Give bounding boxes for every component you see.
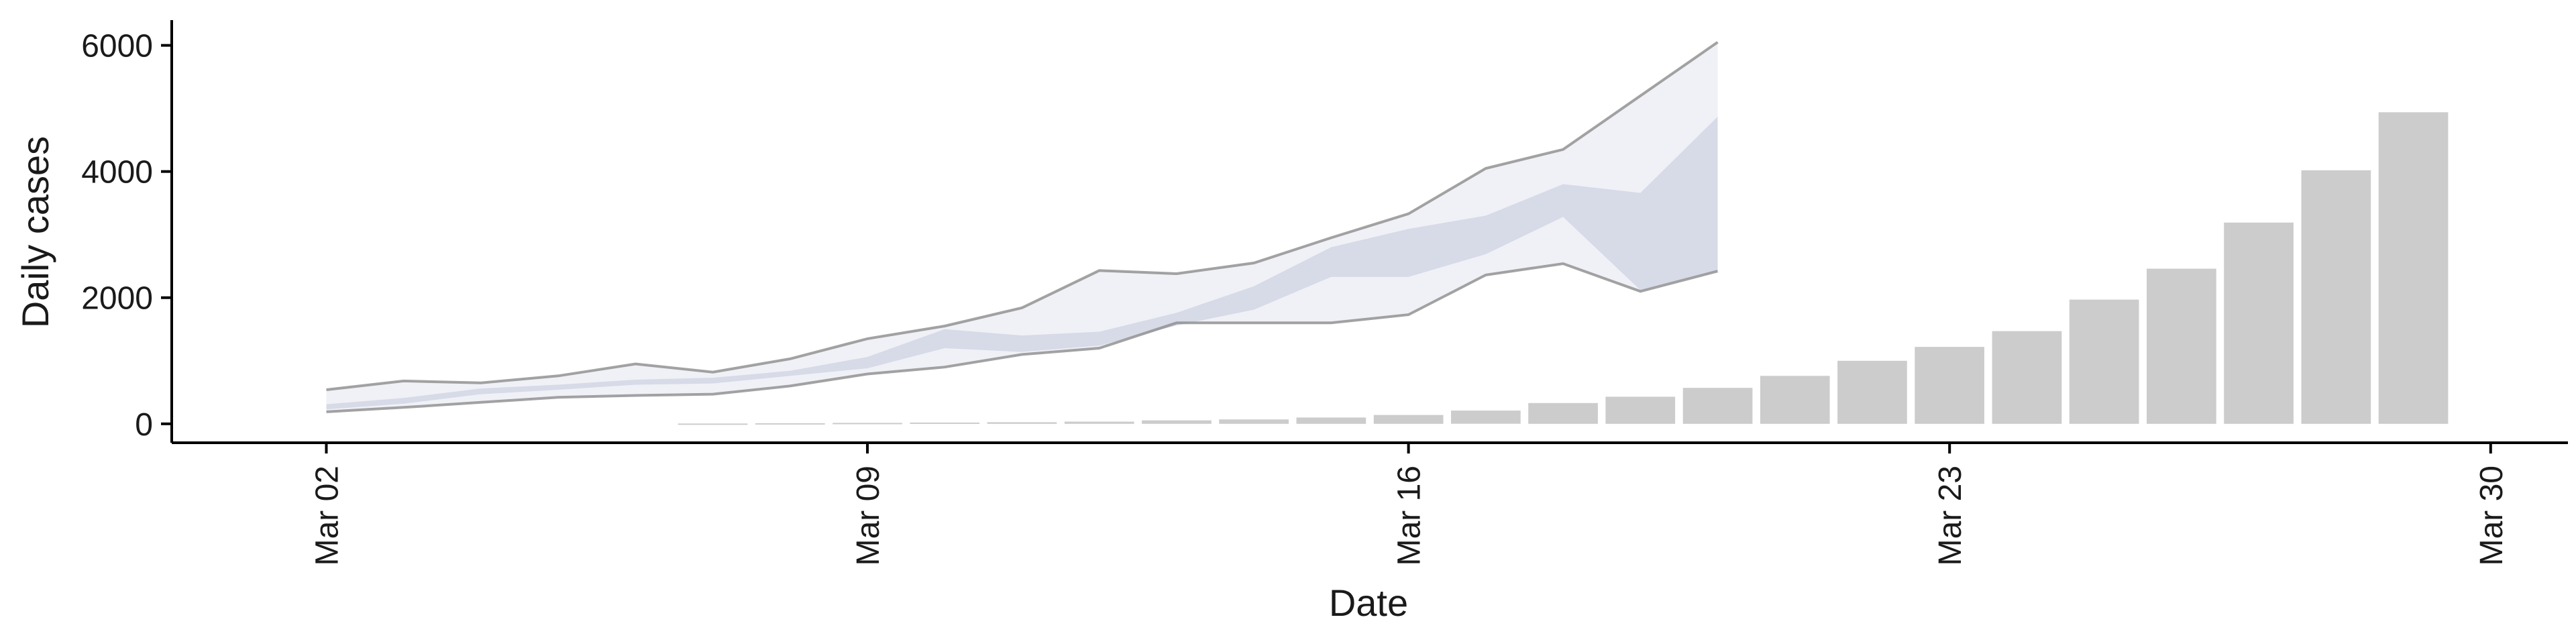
bar-2020-03-12 bbox=[1064, 421, 1134, 424]
projection-lower-line bbox=[326, 262, 1719, 413]
bar-2020-03-18 bbox=[1528, 402, 1598, 424]
bar-2020-03-29 bbox=[2378, 112, 2449, 424]
bar-2020-03-07 bbox=[678, 423, 748, 425]
bar-2020-03-24 bbox=[1992, 331, 2062, 424]
bar-2020-03-16 bbox=[1373, 415, 1444, 424]
bar-2020-03-13 bbox=[1142, 420, 1212, 424]
y-axis-title: Daily cases bbox=[14, 136, 56, 328]
y-tick-label: 6000 bbox=[81, 29, 153, 64]
x-tick-label: Mar 30 bbox=[2474, 466, 2510, 566]
projection-inner-band bbox=[326, 116, 1718, 410]
bar-2020-03-21 bbox=[1760, 376, 1830, 424]
bar-2020-03-15 bbox=[1296, 417, 1366, 424]
y-tick-label: 0 bbox=[135, 407, 153, 443]
projection-upper-line bbox=[326, 41, 1719, 391]
bar-2020-03-09 bbox=[833, 423, 902, 425]
bar-2020-03-17 bbox=[1451, 411, 1521, 424]
x-axis-title: Date bbox=[1329, 582, 1408, 624]
x-tick-label: Mar 09 bbox=[851, 466, 886, 566]
bar-2020-03-23 bbox=[1915, 347, 1984, 424]
x-tick-label: Mar 02 bbox=[310, 466, 345, 566]
bar-2020-03-28 bbox=[2301, 170, 2371, 424]
bar-2020-03-26 bbox=[2147, 268, 2216, 424]
bar-2020-03-11 bbox=[987, 422, 1057, 424]
bar-2020-03-25 bbox=[2069, 299, 2139, 424]
plot-area bbox=[326, 41, 2449, 425]
x-tick-label: Mar 16 bbox=[1392, 466, 1428, 566]
bar-2020-03-27 bbox=[2224, 222, 2294, 424]
bar-2020-03-22 bbox=[1837, 360, 1907, 424]
x-tick-label: Mar 23 bbox=[1933, 466, 1968, 566]
y-tick-label: 4000 bbox=[81, 155, 153, 191]
bar-2020-03-19 bbox=[1605, 396, 1676, 424]
axes: 0 2000 4000 6000 Mar 02 Mar 09 Mar 16 Mar 23 Mar… bbox=[81, 20, 2568, 566]
y-tick-label: 2000 bbox=[81, 281, 153, 317]
bar-2020-03-10 bbox=[910, 422, 980, 424]
bar-2020-03-14 bbox=[1219, 419, 1289, 424]
bar-2020-03-08 bbox=[755, 423, 825, 425]
bar-2020-03-20 bbox=[1682, 388, 1753, 424]
